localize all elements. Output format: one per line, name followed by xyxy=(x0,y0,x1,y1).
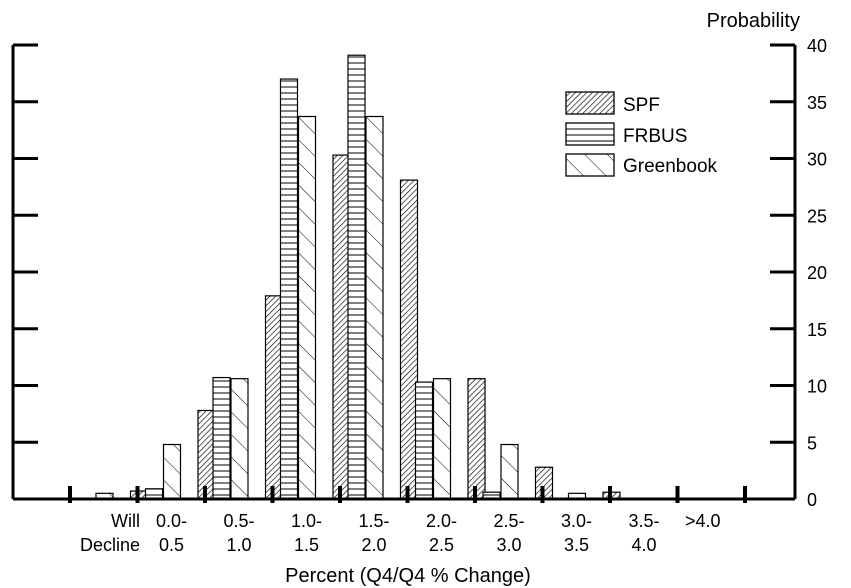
x-axis-title: Percent (Q4/Q4 % Change) xyxy=(285,565,531,587)
bar-frbus-2 xyxy=(212,376,231,500)
legend-label-greenbook: Greenbook xyxy=(623,156,718,177)
bar-greenbook-6 xyxy=(500,443,519,500)
x-category-label-7: 3.0-3.5 xyxy=(561,511,592,555)
y-tick-label-40: 40 xyxy=(807,36,827,56)
legend-swatch-frbus xyxy=(565,122,615,146)
x-category-label-4: 1.5-2.0 xyxy=(358,511,389,555)
legend-label-frbus: FRBUS xyxy=(623,126,687,147)
y-axis-title: Probability xyxy=(707,10,800,32)
legend-swatch-spf xyxy=(565,91,615,115)
labels-layer: 0 5 10 15 20 25 30 35 40 Will Decline 0.0-0.5 0.5-1.… xyxy=(80,36,827,555)
y-tick-label-10: 10 xyxy=(807,377,827,397)
y-tick-label-30: 30 xyxy=(807,150,827,170)
bar-frbus-5 xyxy=(414,381,434,500)
y-tick-label-5: 5 xyxy=(807,433,817,453)
bar-greenbook-5 xyxy=(432,378,452,500)
y-tick-label-20: 20 xyxy=(807,263,827,283)
legend-label-spf: SPF xyxy=(623,95,660,116)
y-tick-label-35: 35 xyxy=(807,93,827,113)
x-category-label-5: 2.0-2.5 xyxy=(426,511,457,555)
bar-greenbook-3 xyxy=(297,115,317,500)
x-category-label-8: 3.5-4.0 xyxy=(628,511,659,555)
y-tick-label-25: 25 xyxy=(807,206,827,226)
x-category-label-9: >4.0 xyxy=(685,511,721,531)
bar-spf-6 xyxy=(467,378,486,500)
axes-layer xyxy=(11,43,797,503)
y-tick-label-0: 0 xyxy=(807,490,817,510)
bars-layer xyxy=(95,54,621,500)
x-category-label-0: Will Decline xyxy=(80,511,140,555)
x-category-label-3: 1.0-1.5 xyxy=(291,511,322,555)
x-category-label-1: 0.0-0.5 xyxy=(156,511,187,555)
y-tick-label-15: 15 xyxy=(807,320,827,340)
legend-swatch-greenbook xyxy=(565,153,615,177)
x-category-label-6: 2.5-3.0 xyxy=(493,511,524,555)
bar-frbus-3 xyxy=(279,78,299,500)
bar-greenbook-2 xyxy=(230,378,249,500)
legend: SPF FRBUS Greenbook xyxy=(565,91,718,177)
bar-greenbook-1 xyxy=(162,443,182,500)
bar-greenbook-4 xyxy=(365,115,384,500)
bar-frbus-4 xyxy=(347,54,366,500)
bar-frbus-1 xyxy=(144,488,164,500)
x-category-label-2: 0.5-1.0 xyxy=(223,511,254,555)
